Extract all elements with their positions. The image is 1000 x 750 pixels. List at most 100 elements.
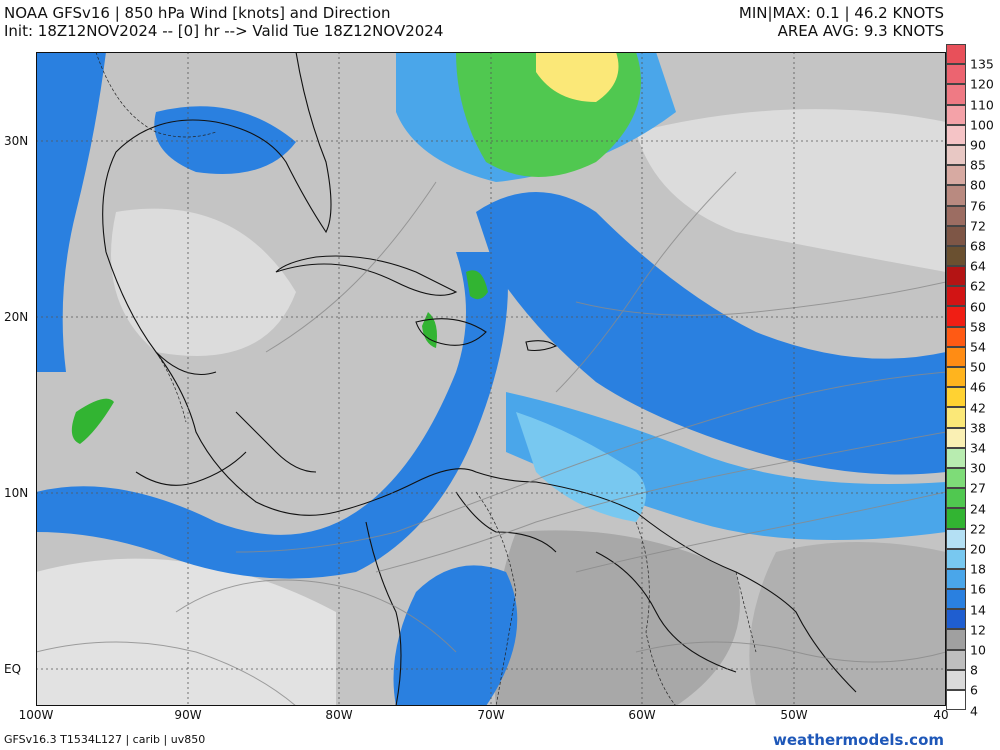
colorbar-cell — [946, 427, 966, 448]
wind-band-20-24kt — [422, 312, 437, 348]
colorbar-cell — [946, 609, 966, 630]
map-frame — [36, 52, 946, 706]
streamlines — [36, 171, 946, 706]
lon-label-40w: 40 — [933, 708, 949, 722]
colorbar-cell — [946, 488, 966, 509]
wind-band-10-14kt — [476, 192, 946, 475]
colorbar-cell — [946, 690, 966, 711]
colorbar-cell — [946, 205, 966, 226]
wind-band-14-16kt — [506, 392, 946, 540]
colorbar-label: 60 — [970, 299, 986, 315]
colorbar-cell — [946, 649, 966, 670]
colorbar-label: 8 — [970, 662, 978, 678]
lat-label-30n: 30N — [4, 134, 29, 148]
wind-band-20-24kt — [71, 398, 114, 444]
colorbar-label: 100 — [970, 117, 994, 133]
colorbar-label: 18 — [970, 561, 986, 577]
site-credit: weathermodels.com — [772, 731, 944, 749]
coastlines — [102, 52, 857, 706]
country-borders — [95, 52, 757, 706]
colorbar-cell — [946, 467, 966, 489]
area-average-readout: AREA AVG: 9.3 KNOTS — [777, 22, 944, 40]
colorbar-label: 120 — [970, 76, 994, 92]
wind-band-10-14kt — [154, 106, 296, 174]
colorbar-cell — [946, 84, 966, 105]
min-max-readout: MIN|MAX: 0.1 | 46.2 KNOTS — [738, 4, 944, 22]
colorbar-cell — [946, 266, 966, 287]
colorbar-label: 54 — [970, 339, 986, 355]
colorbar-cell — [946, 629, 966, 650]
colorbar-label: 12 — [970, 622, 986, 638]
light-wind-region — [636, 109, 946, 272]
init-valid-line: Init: 18Z12NOV2024 -- [0] hr --> Valid T… — [4, 22, 444, 40]
colorbar-cell — [946, 669, 966, 690]
colorbar-cell — [946, 286, 966, 307]
colorbar-label: 90 — [970, 137, 986, 153]
colorbar-label: 16 — [970, 581, 986, 597]
model-info-footer: GFSv16.3 T1534L127 | carib | uv850 — [4, 733, 206, 746]
colorbar-label: 110 — [970, 97, 994, 113]
colorbar-cell — [946, 447, 966, 468]
lon-label-60w: 60W — [628, 708, 656, 722]
colorbar-cell — [946, 165, 966, 186]
colorbar-cell — [946, 144, 966, 166]
colorbar-cell — [946, 326, 966, 347]
moderate-wind-region — [493, 530, 740, 706]
wind-map — [36, 52, 946, 706]
colorbar-label: 14 — [970, 602, 986, 618]
colorbar-label: 4 — [970, 703, 978, 719]
colorbar-cell — [946, 64, 966, 85]
lat-label-10n: 10N — [4, 486, 29, 500]
colorbar-label: 10 — [970, 642, 986, 658]
colorbar-cell — [946, 548, 966, 569]
lat-label-eq: EQ — [4, 662, 22, 676]
colorbar-label: 42 — [970, 400, 986, 416]
lat-lon-grid — [36, 52, 946, 706]
wind-speed-colorbar — [946, 44, 966, 711]
colorbar-cell — [946, 104, 966, 125]
colorbar-label: 38 — [970, 420, 986, 436]
colorbar-label: 80 — [970, 177, 986, 193]
wind-band-30-38kt — [536, 52, 619, 102]
wind-band-20-24kt — [466, 270, 488, 300]
wind-band-10-14kt — [36, 252, 508, 579]
colorbar-cell — [946, 568, 966, 590]
lat-label-20n: 20N — [4, 310, 29, 324]
map-title: NOAA GFSv16 | 850 hPa Wind [knots] and D… — [4, 4, 391, 22]
colorbar-label: 58 — [970, 319, 986, 335]
wind-band-10-14kt — [36, 52, 106, 372]
colorbar-label: 76 — [970, 198, 986, 214]
colorbar-label: 24 — [970, 501, 986, 517]
colorbar-label: 50 — [970, 359, 986, 375]
lon-label-50w: 50W — [780, 708, 808, 722]
colorbar-cell — [946, 124, 966, 145]
colorbar-cell — [946, 185, 966, 206]
wind-band-16-18kt — [516, 412, 646, 522]
light-wind-region — [111, 208, 296, 356]
lon-label-100w: 100W — [18, 708, 54, 722]
colorbar-cell — [946, 346, 966, 367]
colorbar-cell — [946, 367, 966, 388]
colorbar-label: 64 — [970, 258, 986, 274]
moderate-wind-region — [749, 542, 946, 706]
colorbar-label: 34 — [970, 440, 986, 456]
colorbar-cell — [946, 306, 966, 327]
colorbar-label: 30 — [970, 460, 986, 476]
colorbar-label: 85 — [970, 157, 986, 173]
colorbar-cell — [946, 589, 966, 610]
wind-band-10-14kt — [393, 565, 518, 706]
lon-label-80w: 80W — [325, 708, 353, 722]
colorbar-label: 6 — [970, 682, 978, 698]
colorbar-cell — [946, 225, 966, 246]
colorbar-label: 68 — [970, 238, 986, 254]
lon-label-90w: 90W — [174, 708, 202, 722]
colorbar-cell — [946, 387, 966, 408]
colorbar-cell — [946, 528, 966, 549]
colorbar-label: 22 — [970, 521, 986, 537]
colorbar-cell — [946, 245, 966, 267]
colorbar-cell — [946, 508, 966, 529]
colorbar-label: 20 — [970, 541, 986, 557]
colorbar-cell — [946, 407, 966, 428]
colorbar-cell — [946, 44, 966, 65]
colorbar-label: 62 — [970, 278, 986, 294]
